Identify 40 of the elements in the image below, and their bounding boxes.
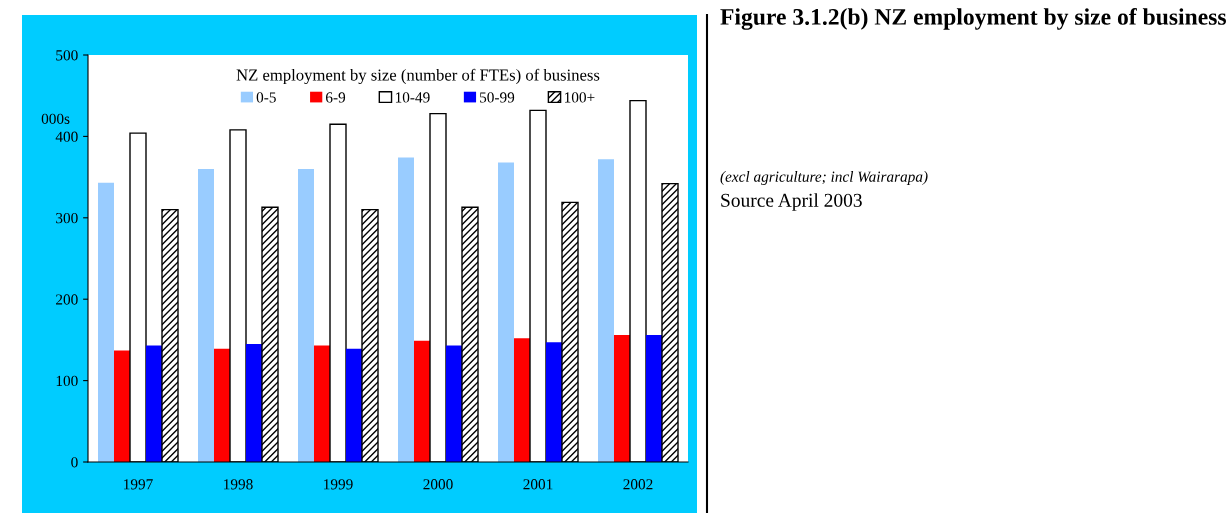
legend-title: NZ employment by size (number of FTEs) of business [236,68,600,85]
bar [346,348,362,462]
y-tick-label: 0 [71,457,78,468]
bar [214,348,230,462]
y-tick-label: 300 [56,212,78,224]
legend-label: 6-9 [326,92,346,103]
bar [498,162,514,462]
bar [614,335,630,462]
bar [298,168,314,462]
bar [198,168,214,462]
bar [314,345,330,462]
bar [398,157,414,462]
y-tick-label: 200 [56,294,78,305]
legend-label: 100+ [565,92,595,103]
y-tick-label: 100 [56,375,78,387]
legend-label: 50-99 [480,92,515,103]
legend-label: 0-5 [256,92,276,103]
x-tick-label: 1999 [324,479,353,490]
x-tick-label: 1998 [224,479,253,490]
bar [146,345,162,462]
source-note: Source April 2003 [721,193,862,211]
x-tick-label: 2002 [623,479,653,490]
x-tick-label: 1997 [124,479,153,490]
bar [514,338,530,462]
bar [598,159,614,462]
bar [414,340,430,462]
y-tick-label: 400 [55,131,78,142]
bar [114,350,130,462]
bar [546,342,562,462]
text: Figure 3.1.2(b) NZ employment by size of business [720,8,1226,30]
bar [246,343,262,462]
text: (excl agriculture; incl Wairarapa) [720,171,928,185]
bar [98,182,114,462]
x-tick-label: 2001 [523,479,553,490]
x-tick-label: 2000 [423,479,453,490]
y-axis-title: 000s [41,113,70,124]
bar [646,335,662,462]
legend-label: 10-49 [395,92,430,103]
bar [446,345,462,462]
y-tick-label: 500 [56,50,78,61]
